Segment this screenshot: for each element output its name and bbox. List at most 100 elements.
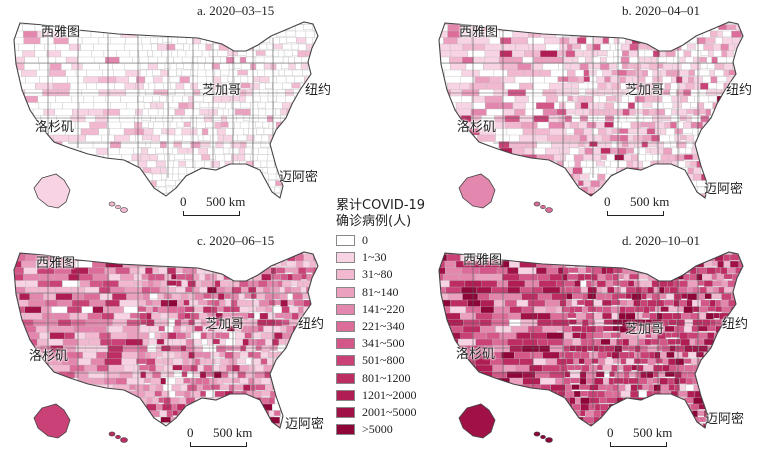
county-cell: [586, 160, 597, 168]
county-cell: [157, 293, 165, 300]
county-cell: [637, 128, 648, 135]
county-cell: [572, 286, 582, 294]
county-cell: [183, 377, 191, 384]
county-cell: [215, 332, 221, 339]
county-cell: [137, 306, 147, 312]
county-cell: [320, 129, 325, 135]
hawaii-island: [545, 437, 553, 443]
county-cell: [14, 108, 21, 120]
county-cell: [699, 69, 710, 76]
county-cell: [157, 108, 164, 117]
county-cell: [144, 390, 155, 399]
county-cell: [327, 51, 330, 57]
county-cell: [569, 121, 579, 129]
county-cell: [722, 351, 729, 359]
county-cell: [622, 173, 632, 182]
county-cell: [148, 200, 154, 207]
county-cell: [193, 273, 200, 281]
county-cell: [443, 390, 457, 405]
county-cell: [551, 252, 567, 259]
county-cell: [176, 332, 187, 340]
county-cell: [280, 134, 287, 142]
county-cell: [563, 332, 573, 340]
county-cell: [285, 403, 296, 411]
county-cell: [135, 108, 143, 116]
county-cell: [479, 160, 497, 175]
county-cell: [633, 254, 641, 262]
county-cell: [592, 207, 600, 213]
county-cell: [620, 358, 627, 365]
county-cell: [697, 102, 705, 110]
county-cell: [253, 24, 264, 32]
county-cell: [702, 358, 710, 364]
county-cell: [729, 200, 736, 207]
county-cell: [675, 154, 685, 161]
county-cell: [310, 338, 317, 347]
county-cell: [322, 181, 327, 186]
county-cell: [220, 69, 230, 76]
legend-swatch: [336, 235, 355, 247]
county-cell: [742, 338, 743, 347]
county-cell: [237, 299, 247, 307]
county-cell: [521, 173, 533, 184]
county-cell: [535, 252, 553, 259]
county-cell: [601, 267, 607, 275]
county-cell: [219, 364, 227, 373]
county-cell: [237, 69, 248, 76]
county-cell: [749, 148, 755, 153]
county-cell: [662, 358, 669, 365]
county-cell: [233, 180, 243, 186]
scale-bar: 0 500 km: [187, 425, 267, 449]
county-cell: [492, 423, 509, 428]
county-cell: [264, 252, 275, 257]
county-cell: [326, 281, 330, 288]
county-cell: [644, 56, 652, 64]
county-cell: [754, 417, 756, 424]
county-cell: [539, 167, 552, 178]
county-cell: [692, 430, 700, 435]
county-cell: [583, 154, 593, 161]
county-cell: [90, 167, 108, 182]
legend-item: 0: [336, 232, 436, 249]
county-cell: [609, 43, 616, 52]
county-cell: [749, 430, 756, 437]
county-cell: [259, 76, 270, 83]
county-cell: [329, 294, 330, 302]
county-cell: [14, 397, 24, 411]
county-cell: [306, 108, 315, 115]
county-cell: [673, 299, 680, 308]
county-cell: [739, 430, 748, 435]
county-cell: [661, 180, 668, 186]
county-cell: [188, 319, 195, 326]
county-cell: [91, 416, 105, 426]
county-cell: [193, 403, 202, 411]
county-cell: [183, 63, 192, 70]
county-cell: [574, 280, 581, 287]
county-cell: [148, 108, 159, 117]
county-cell: [155, 260, 163, 269]
county-cell: [439, 167, 445, 181]
county-cell: [505, 154, 522, 166]
county-cell: [742, 332, 743, 340]
county-cell: [316, 338, 318, 345]
county-cell: [574, 160, 581, 169]
county-cell: [134, 280, 143, 287]
county-cell: [671, 108, 678, 115]
county-cell: [210, 173, 217, 180]
county-cell: [223, 147, 230, 154]
county-cell: [667, 22, 675, 26]
county-cell: [677, 30, 686, 38]
county-cell: [439, 76, 445, 87]
county-cell: [694, 69, 701, 77]
county-cell: [565, 102, 576, 110]
county-cell: [142, 167, 152, 173]
county-cell: [645, 260, 652, 269]
county-cell: [245, 260, 254, 269]
county-cell: [433, 437, 446, 449]
county-cell: [167, 134, 175, 143]
county-cell: [656, 345, 663, 352]
county-cell: [319, 268, 326, 274]
county-cell: [742, 69, 743, 76]
county-cell: [182, 95, 189, 103]
county-cell: [449, 423, 464, 428]
